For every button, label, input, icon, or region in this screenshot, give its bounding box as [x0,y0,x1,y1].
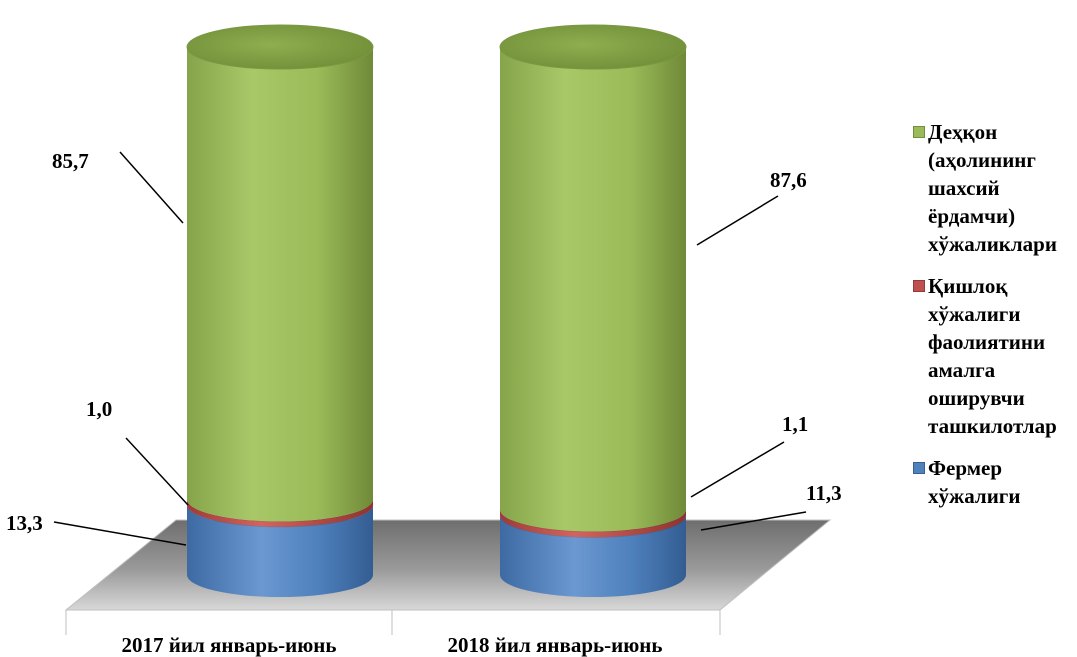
floor-plane [64,519,832,611]
data-label: 85,7 [52,149,89,173]
category-label: 2018 йил январь-июнь [448,633,663,657]
leader-line [125,437,189,506]
legend-item-dehqon: Деҳқон (аҳолининг шахсий ёрдамчи) хўжали… [913,118,1073,258]
labels-group: 85,7 1,0 13,3 87,6 1,1 11,3 [6,149,842,546]
leader-line [119,151,184,224]
legend-item-qishloq: Қишлоқ хўжалиги фаолиятини амалга оширув… [913,272,1073,440]
legend-swatch-blue [913,462,925,474]
legend-label: Қишлоқ хўжалиги фаолиятини амалга оширув… [928,274,1057,438]
bars-group [186,24,687,597]
chart-floor [64,519,832,635]
data-label: 13,3 [6,511,43,535]
legend-swatch-green [913,126,925,138]
legend-label: Деҳқон (аҳолининг шахсий ёрдамчи) хўжали… [928,120,1057,256]
legend-item-fermer: Фермер хўжалиги [913,454,1073,510]
data-label: 1,1 [782,412,808,436]
leader-line [53,521,187,546]
data-label: 1,0 [86,397,112,421]
cylinder-top-cap [499,24,687,70]
category-label: 2017 йил январь-июнь [122,633,337,657]
bar-segment-qishloq [187,499,373,527]
legend-swatch-red [913,280,925,292]
legend: Деҳқон (аҳолининг шахсий ёрдамчи) хўжали… [913,118,1073,524]
bar-segment-dehqon [187,47,373,522]
leader-line [690,441,785,498]
data-label: 11,3 [806,481,842,505]
data-label: 87,6 [770,168,807,192]
legend-label: Фермер хўжалиги [928,456,1021,508]
leader-line [696,195,779,246]
bar-segment-dehqon [500,47,686,532]
bar-segment-fermer [187,504,373,597]
bar-segment-qishloq [500,509,686,538]
leader-line [700,511,807,531]
cylinder-top-cap [186,24,374,70]
bar-segment-fermer [500,515,686,597]
category-labels: 2017 йил январь-июнь 2018 йил январь-июнь [122,633,663,657]
